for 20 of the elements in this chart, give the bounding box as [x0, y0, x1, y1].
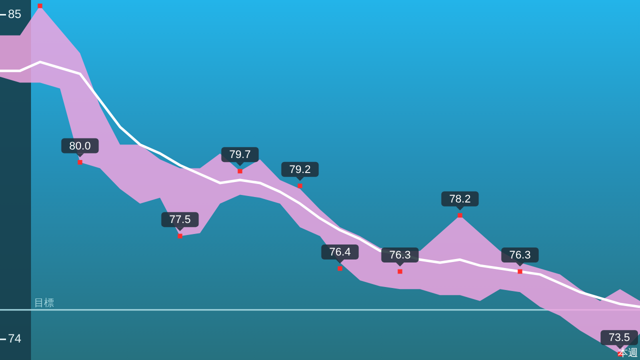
data-label: 80.0 [69, 140, 91, 152]
data-label: 77.5 [169, 214, 191, 226]
ref-line-label: 目標 [34, 296, 54, 309]
y-tick-label: 74 [8, 332, 22, 346]
point [238, 168, 242, 174]
y-tick-label: 85 [8, 7, 22, 22]
point [178, 234, 182, 238]
data-label: 76.3 [509, 250, 531, 262]
point [338, 266, 342, 271]
data-label: 76.4 [329, 246, 351, 259]
point [458, 213, 462, 218]
point [398, 269, 402, 274]
data-label: 79.7 [229, 149, 251, 162]
point [78, 160, 82, 165]
point [38, 4, 42, 8]
data-label: 73.5 [608, 332, 630, 344]
data-label: 79.2 [289, 164, 311, 176]
point [518, 269, 522, 274]
point [298, 184, 302, 188]
data-label: 78.2 [449, 193, 471, 206]
